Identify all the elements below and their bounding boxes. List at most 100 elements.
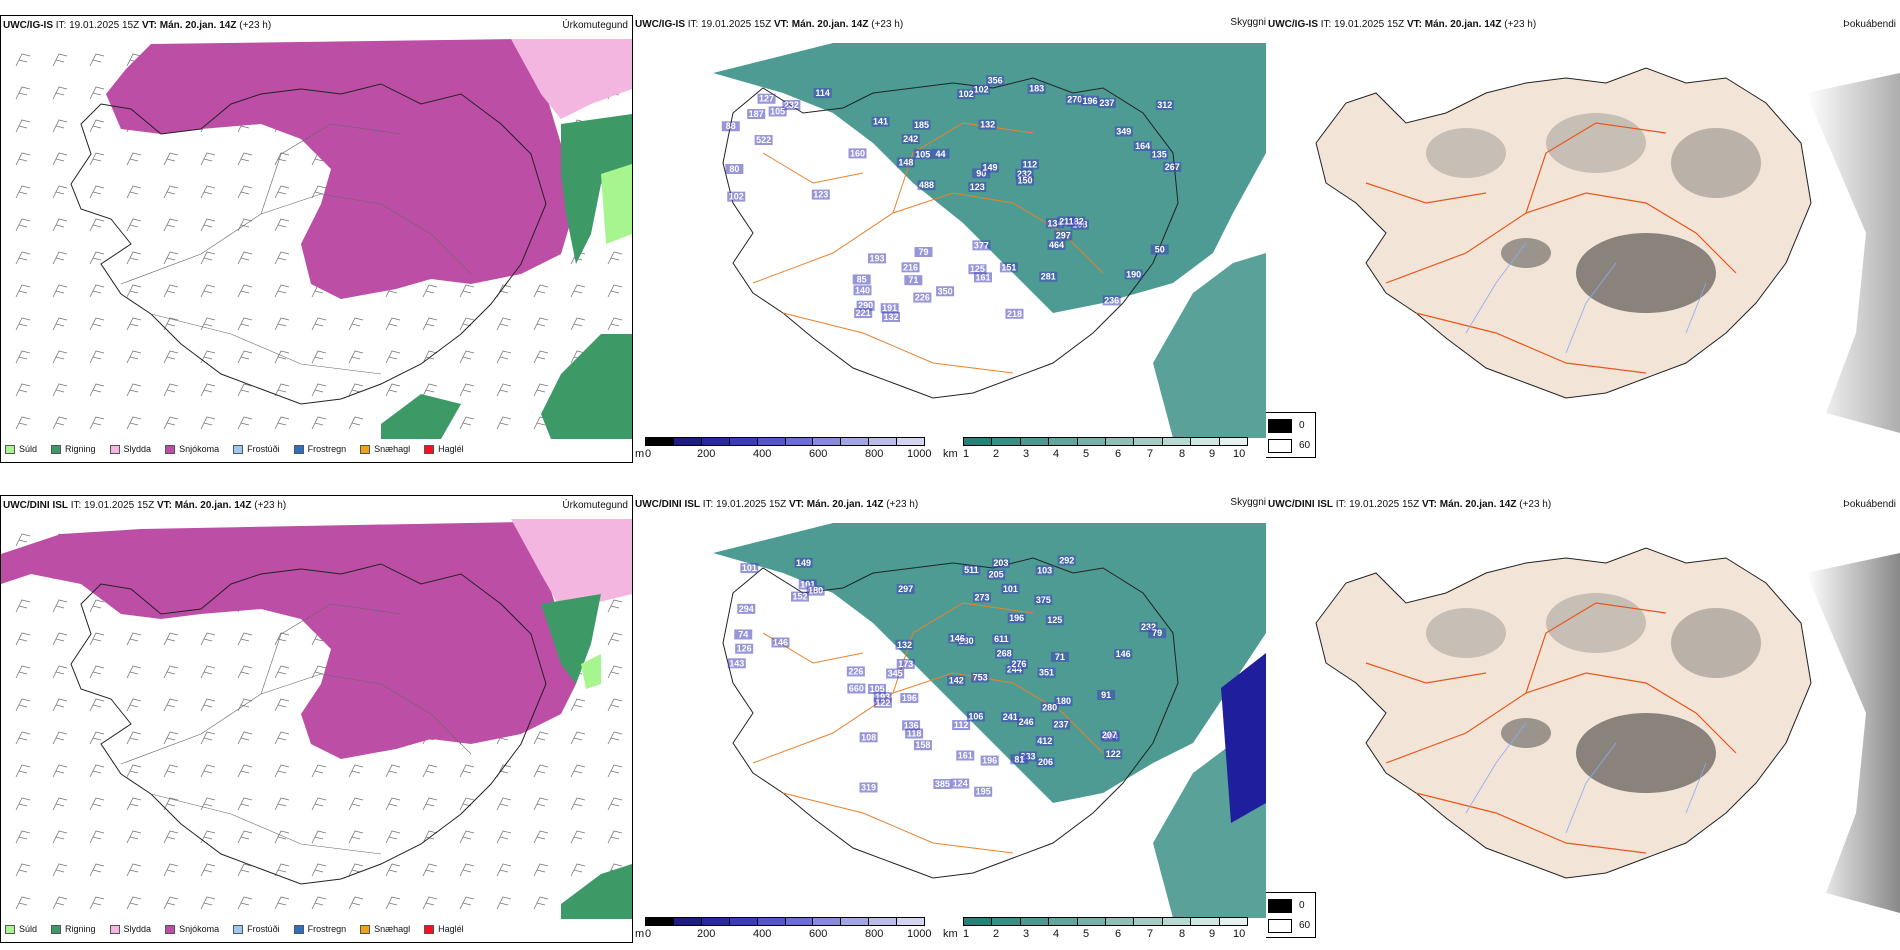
wind-barb xyxy=(163,632,179,646)
wind-barb xyxy=(200,698,216,712)
roads xyxy=(1365,122,1737,374)
wind-barb xyxy=(607,317,623,331)
wind-barb xyxy=(385,896,401,910)
rain-area-south2 xyxy=(381,394,461,439)
wind-barb xyxy=(607,665,623,679)
wind-barb xyxy=(607,731,623,745)
visibility-tick: 7 xyxy=(1147,928,1154,940)
wind-barb xyxy=(237,896,253,910)
cloudbase-unit: m xyxy=(635,448,645,460)
wind-barb xyxy=(607,797,623,811)
cloudbase-patch xyxy=(1045,218,1064,229)
cloudbase-patch xyxy=(727,658,746,669)
cloudbase-value: 196 xyxy=(902,693,917,703)
wind-barb xyxy=(274,218,290,232)
wind-barb xyxy=(237,383,253,397)
wind-barb xyxy=(89,764,105,778)
cloudbase-patch xyxy=(1009,659,1028,670)
cloudbase-patch xyxy=(913,740,932,751)
cloudbase-patch xyxy=(962,565,981,576)
wind-barb xyxy=(52,830,68,844)
legend-item: Slydda xyxy=(109,924,151,934)
wind-barb xyxy=(163,731,179,745)
wind-barb xyxy=(237,863,253,877)
cloudbase-patch xyxy=(1097,97,1116,108)
cloudbase-value: 79 xyxy=(1152,628,1162,638)
cloudbase-patch xyxy=(901,134,920,145)
wind-barb xyxy=(15,533,31,547)
legend-item: Snæhagl xyxy=(360,444,410,454)
legend-swatch xyxy=(165,444,176,454)
cloudbase-patch xyxy=(1097,689,1116,700)
wind-barb xyxy=(311,350,327,364)
wind-barb xyxy=(311,317,327,331)
wind-barb xyxy=(311,830,327,844)
cloudbase-value: 196 xyxy=(1082,96,1097,106)
wind-barb xyxy=(15,152,31,166)
cloudbase-value: 143 xyxy=(729,658,744,668)
wind-barb xyxy=(126,665,142,679)
cloudbase-patch xyxy=(1007,613,1026,624)
cloudbase-patch xyxy=(956,750,975,761)
wind-barb xyxy=(200,185,216,199)
wind-barb xyxy=(163,284,179,298)
cloudbase-value: 152 xyxy=(792,592,807,602)
cloudbase-value: 182 xyxy=(1069,217,1084,227)
cloudbase-value: 193 xyxy=(875,692,890,702)
cloudbase-value: 141 xyxy=(873,117,888,127)
wind-barb xyxy=(200,632,216,646)
cloudbase-patch xyxy=(1067,216,1086,227)
panel-header: UWC/DINI ISL IT: 19.01.2025 15Z VT: Mán.… xyxy=(1268,499,1552,510)
wind-barb xyxy=(607,698,623,712)
cloudbase-patch xyxy=(901,262,920,273)
cloudbase-value: 149 xyxy=(982,163,997,173)
wind-barb xyxy=(533,350,549,364)
wind-barb xyxy=(200,317,216,331)
legend-item: Súld xyxy=(5,924,37,934)
low-visibility-area xyxy=(713,523,1266,803)
cloudbase-value: 267 xyxy=(1165,162,1180,172)
cloudbase-value: 196 xyxy=(1009,613,1024,623)
cloudbase-value: 290 xyxy=(858,301,873,311)
cloudbase-value: 118 xyxy=(907,729,922,739)
wind-barb xyxy=(274,185,290,199)
cloudbase-patch xyxy=(794,557,813,568)
wind-barb xyxy=(163,416,179,430)
cloudbase-patch xyxy=(1057,555,1076,566)
cloudbase-patch xyxy=(737,603,756,614)
visibility-colorbar: km 1 2 3 4 5 6 7 8 9 10 xyxy=(943,437,1253,461)
wind-barb xyxy=(52,698,68,712)
cloudbase-patch xyxy=(951,778,970,789)
cloudbase-value: 102 xyxy=(974,85,989,95)
wind-barb xyxy=(459,350,475,364)
wind-barb xyxy=(422,383,438,397)
wind-barb xyxy=(52,53,68,67)
visibility-unit: km xyxy=(943,448,958,460)
cloudbase-value: 146 xyxy=(1116,649,1131,659)
wind-barb xyxy=(422,863,438,877)
wind-barb xyxy=(385,863,401,877)
cloudbase-patch xyxy=(771,637,790,648)
wind-barb xyxy=(459,863,475,877)
cloudbase-value: 488 xyxy=(919,180,934,190)
cloudbase-value: 158 xyxy=(915,740,930,750)
cloudbase-colorbar-strip xyxy=(645,917,925,926)
wind-barb xyxy=(15,632,31,646)
legend-item: Slydda xyxy=(109,444,151,454)
wind-barb xyxy=(348,863,364,877)
cloudbase-patch xyxy=(896,658,915,669)
wind-barb xyxy=(15,218,31,232)
roads xyxy=(752,602,1104,854)
wind-barb xyxy=(200,284,216,298)
fog-index-panel-row2: UWC/DINI ISL IT: 19.01.2025 15Z VT: Mán.… xyxy=(1266,495,1900,943)
cloudbase-patch xyxy=(1034,594,1053,605)
fog-highland xyxy=(1501,718,1551,748)
wind-barb xyxy=(348,764,364,778)
cloudbase-value: 206 xyxy=(1038,757,1053,767)
wind-barb xyxy=(311,383,327,397)
wind-barb xyxy=(607,830,623,844)
panel-header: UWC/DINI ISL IT: 19.01.2025 15Z VT: Mán.… xyxy=(3,500,287,511)
cloudbase-tick: 400 xyxy=(753,928,772,940)
wind-barb xyxy=(422,797,438,811)
wind-barb xyxy=(533,863,549,877)
